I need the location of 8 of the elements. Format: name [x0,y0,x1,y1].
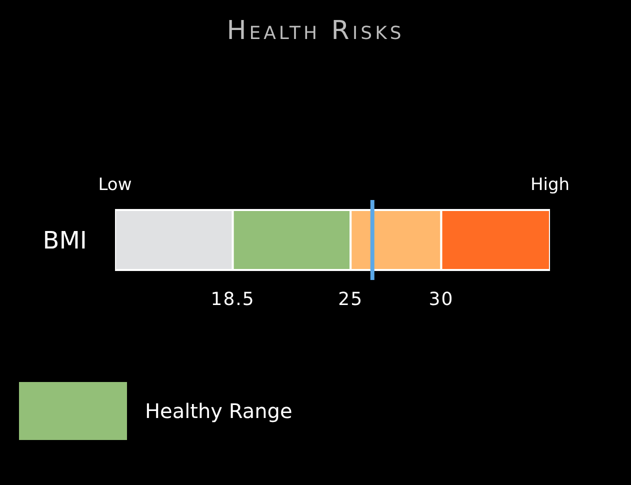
x-tick-label: 25 [338,288,364,310]
annotation: High [530,175,570,195]
chart-title: Health Risks [226,16,406,46]
text: Healthy Range [145,399,292,423]
x-tick-label: 18.5 [210,288,255,310]
annotation: Low [98,175,132,195]
y-tick-label: BMI [42,226,87,255]
x-tick-label: 30 [428,288,454,310]
